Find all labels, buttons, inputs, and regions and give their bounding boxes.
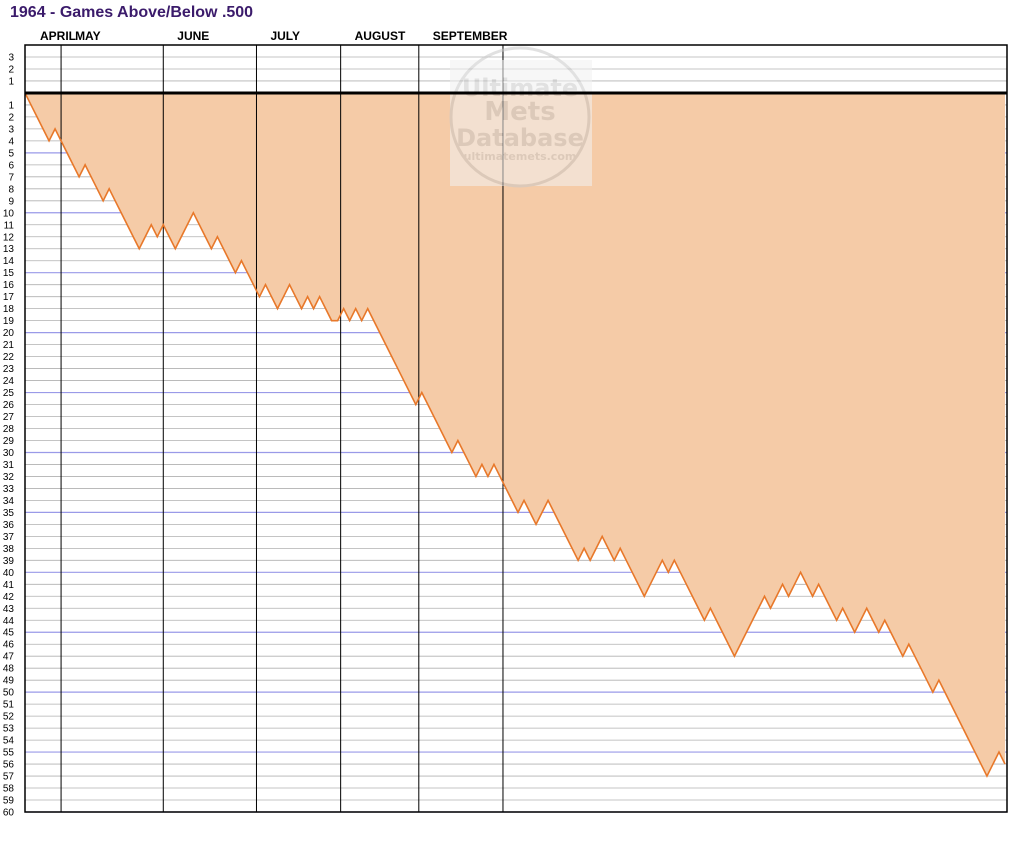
y-tick-label: 20: [3, 328, 15, 339]
y-tick-label: 36: [3, 520, 15, 531]
y-tick-label: 56: [3, 760, 15, 771]
watermark-text-url: ultimatemets.com: [464, 150, 577, 163]
y-tick-label: 2: [8, 112, 14, 123]
y-tick-label: 28: [3, 424, 15, 435]
y-tick-label: 16: [3, 280, 15, 291]
y-tick-label: 44: [3, 616, 15, 627]
y-tick-label: 6: [8, 160, 14, 171]
y-tick-label: 5: [8, 148, 14, 159]
y-tick-label: 19: [3, 316, 15, 327]
y-tick-label: 18: [3, 304, 15, 315]
y-tick-label: 37: [3, 532, 15, 543]
y-tick-label: 42: [3, 592, 15, 603]
record-line: [24, 92, 1006, 778]
y-tick-label: 57: [3, 772, 15, 783]
y-tick-label: 14: [3, 256, 15, 267]
y-tick-label: 9: [8, 196, 14, 207]
y-tick-label: 48: [3, 664, 15, 675]
y-tick-label: 7: [8, 172, 14, 183]
y-tick-label: 3: [8, 52, 14, 63]
y-tick-label: 54: [3, 736, 15, 747]
y-tick-label: 1: [8, 76, 14, 87]
y-tick-label: 45: [3, 628, 15, 639]
watermark-logo: Ultimate Mets Database ultimatemets.com: [449, 46, 592, 188]
y-tick-label: 46: [3, 640, 15, 651]
watermark-text-mets: Mets: [484, 97, 555, 127]
month-label-august: AUGUST: [355, 29, 406, 43]
month-label-may: MAY: [75, 29, 101, 43]
month-label-july: JULY: [270, 29, 300, 43]
y-tick-label: 34: [3, 496, 15, 507]
y-tick-label: 60: [3, 808, 15, 819]
month-label-june: JUNE: [177, 29, 209, 43]
plot-border: [24, 44, 1008, 813]
y-tick-label: 12: [3, 232, 15, 243]
y-tick-label: 58: [3, 784, 15, 795]
watermark-text-database: Database: [456, 124, 584, 152]
y-tick-label: 49: [3, 676, 15, 687]
y-tick-label: 51: [3, 700, 15, 711]
y-tick-label: 3: [8, 124, 14, 135]
y-tick-label: 41: [3, 580, 15, 591]
watermark-text-ultimate: Ultimate: [462, 74, 578, 102]
y-tick-label: 29: [3, 436, 15, 447]
y-tick-label: 25: [3, 388, 15, 399]
month-label-april: APRIL: [40, 29, 76, 43]
y-tick-label: 1: [8, 100, 14, 111]
y-tick-label: 32: [3, 472, 15, 483]
y-tick-label: 31: [3, 460, 15, 471]
y-tick-labels: 3211234567891011121314151617181920212223…: [3, 52, 15, 818]
y-tick-label: 38: [3, 544, 15, 555]
y-tick-label: 35: [3, 508, 15, 519]
y-tick-label: 59: [3, 796, 15, 807]
month-labels: APRIL MAY JUNE JULY AUGUST SEPTEMBER: [40, 29, 508, 43]
y-tick-label: 22: [3, 352, 15, 363]
y-tick-label: 55: [3, 748, 15, 759]
chart-title: 1964 - Games Above/Below .500: [10, 4, 254, 21]
y-tick-label: 33: [3, 484, 15, 495]
area-fill-layer: [25, 92, 1005, 777]
y-tick-label: 27: [3, 412, 15, 423]
y-tick-label: 39: [3, 556, 15, 567]
y-tick-label: 43: [3, 604, 15, 615]
area-fill: [25, 92, 1005, 777]
y-tick-label: 53: [3, 724, 15, 735]
y-tick-label: 8: [8, 184, 14, 195]
y-tick-label: 4: [8, 136, 14, 147]
y-tick-label: 15: [3, 268, 15, 279]
y-tick-label: 10: [3, 208, 15, 219]
y-tick-label: 30: [3, 448, 15, 459]
y-tick-label: 52: [3, 712, 15, 723]
y-tick-label: 40: [3, 568, 15, 579]
month-label-september: SEPTEMBER: [433, 29, 508, 43]
y-tick-label: 21: [3, 340, 15, 351]
y-tick-label: 47: [3, 652, 15, 663]
y-tick-label: 11: [4, 220, 15, 231]
y-tick-label: 26: [3, 400, 15, 411]
record-line-layer: [24, 92, 1006, 778]
y-tick-label: 13: [3, 244, 15, 255]
y-tick-label: 24: [3, 376, 15, 387]
y-tick-label: 2: [8, 64, 14, 75]
y-tick-label: 17: [3, 292, 15, 303]
axes-layer: [24, 44, 1008, 813]
watermark-circle: [449, 46, 591, 188]
y-tick-label: 50: [3, 688, 15, 699]
y-tick-label: 23: [3, 364, 15, 375]
